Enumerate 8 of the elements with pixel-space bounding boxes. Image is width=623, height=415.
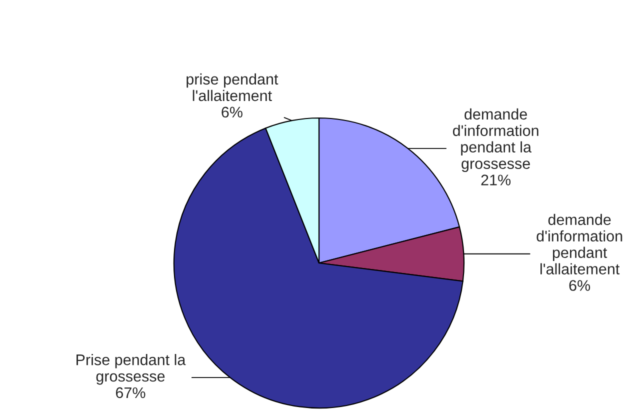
data-label: 67% [116, 387, 146, 398]
slice-label: demande d'information pendant l'allaitement [536, 214, 622, 274]
data-label: 6% [569, 280, 590, 291]
data-label: 21% [481, 174, 511, 186]
data-label: 6% [222, 106, 242, 118]
slice-label: prise pendant l'allaitement [186, 73, 278, 102]
slice-label: demande d'information pendant la grossesse [452, 108, 538, 172]
slice-label: Prise pendant la grossesse [76, 354, 186, 385]
